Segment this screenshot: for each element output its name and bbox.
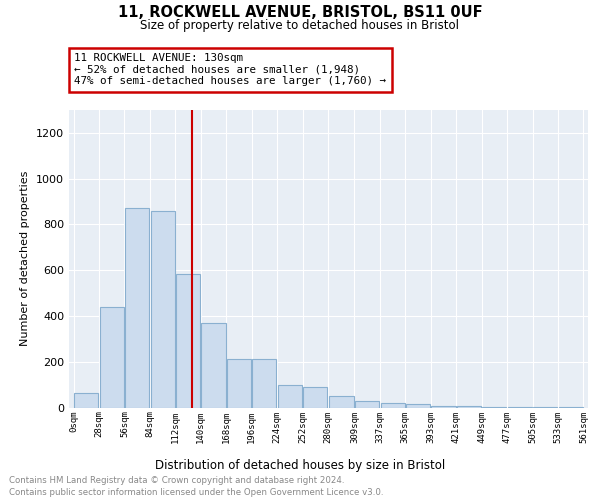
Text: 11, ROCKWELL AVENUE, BRISTOL, BS11 0UF: 11, ROCKWELL AVENUE, BRISTOL, BS11 0UF (118, 5, 482, 20)
Bar (151, 210, 175, 408)
Bar (380, 404, 404, 407)
Bar (457, 406, 481, 408)
Bar (406, 404, 430, 407)
Y-axis label: Number of detached properties: Number of detached properties (20, 171, 31, 346)
Bar (125, 208, 149, 408)
Text: Contains HM Land Registry data © Crown copyright and database right 2024.: Contains HM Land Registry data © Crown c… (9, 476, 344, 485)
Text: Size of property relative to detached houses in Bristol: Size of property relative to detached ho… (140, 19, 460, 32)
Bar (227, 360, 251, 408)
Text: Distribution of detached houses by size in Bristol: Distribution of detached houses by size … (155, 459, 445, 472)
Bar (329, 396, 354, 407)
Bar (303, 387, 328, 407)
Bar (202, 323, 226, 407)
Bar (253, 360, 277, 408)
Text: 11 ROCKWELL AVENUE: 130sqm
← 52% of detached houses are smaller (1,948)
47% of s: 11 ROCKWELL AVENUE: 130sqm ← 52% of deta… (74, 53, 386, 86)
Bar (278, 384, 302, 407)
Bar (74, 393, 98, 407)
Bar (355, 400, 379, 407)
Text: Contains public sector information licensed under the Open Government Licence v3: Contains public sector information licen… (9, 488, 383, 497)
Bar (100, 307, 124, 408)
Bar (431, 406, 455, 407)
Bar (176, 274, 200, 407)
